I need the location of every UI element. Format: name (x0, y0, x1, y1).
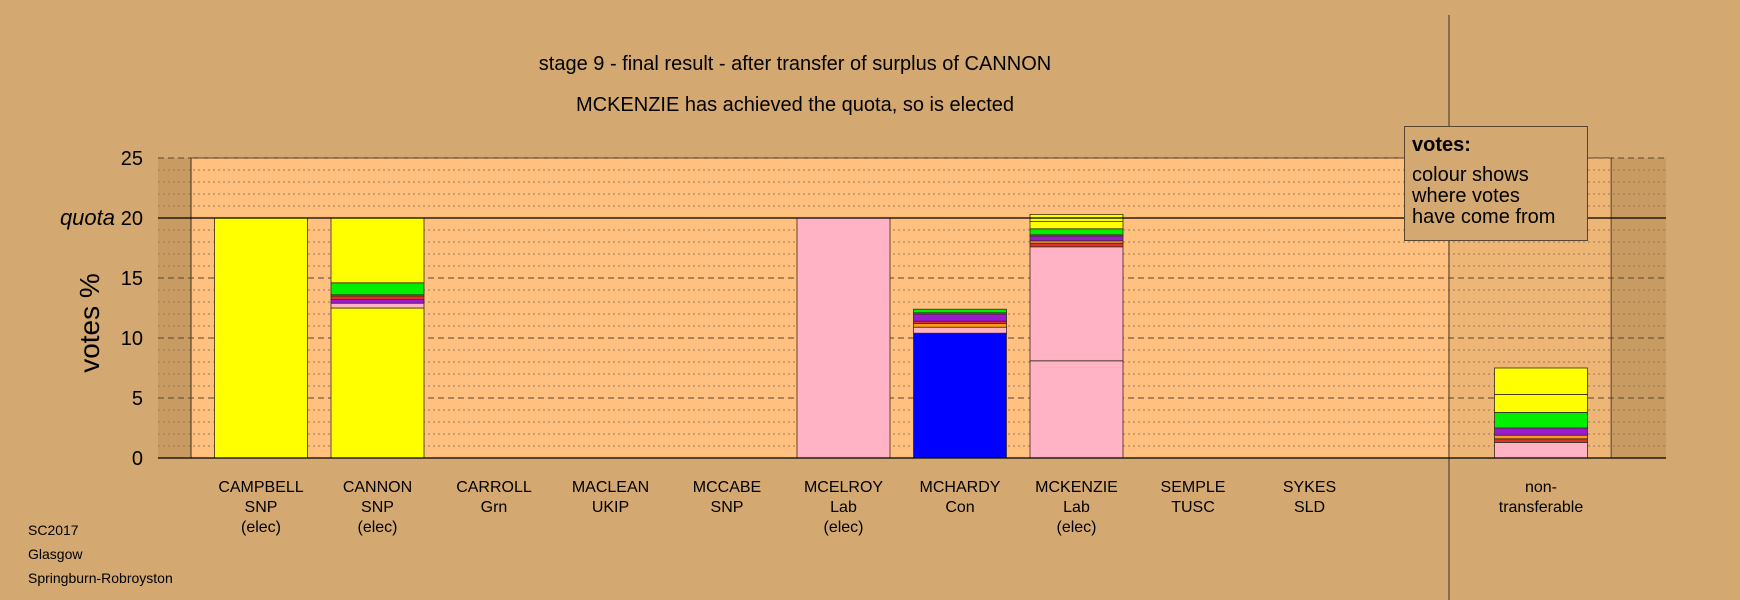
candidate-status: (elec) (823, 519, 864, 536)
candidate-name: MCCABE (692, 479, 762, 496)
plot-panel (190, 157, 1612, 459)
candidate-label: MACLEAN UKIP (551, 478, 671, 518)
bar-segment (330, 302, 425, 309)
candidate-label: MCELROY Lab (elec) (784, 478, 904, 538)
candidate-name: SEMPLE (1160, 479, 1226, 496)
candidate-bar (1029, 213, 1124, 459)
footer-ward: Springburn-Robroyston (28, 570, 173, 586)
candidate-label: CAMPBELL SNP (elec) (201, 478, 321, 538)
candidate-name: CANNON (342, 479, 413, 496)
candidate-name: CAMPBELL (218, 479, 304, 496)
candidate-party: Lab (1063, 499, 1090, 516)
candidate-party: Grn (480, 499, 508, 516)
quota-label: quota (60, 205, 115, 230)
candidate-bar (214, 217, 308, 459)
nontransferable-label: non-transferable (1481, 478, 1601, 518)
candidate-name: SYKES (1282, 479, 1337, 496)
candidate-label: MCKENZIE Lab (elec) (1017, 478, 1137, 538)
bar-segment (1029, 235, 1124, 242)
bar-segment (1494, 411, 1588, 429)
bar-segment (1494, 427, 1588, 436)
candidate-name: MCKENZIE (1035, 479, 1118, 496)
candidate-party: Con (945, 499, 975, 516)
bar-segment (1029, 242, 1124, 248)
bar-segment (913, 323, 1007, 328)
footer-council: Glasgow (28, 546, 83, 562)
candidate-party: SNP (710, 499, 744, 516)
bar-segment (796, 217, 891, 459)
y-tick-label: 15 (121, 268, 143, 290)
legend-line: where votes (1412, 185, 1520, 207)
bar-segment (1029, 246, 1124, 362)
y-axis-label: votes % (74, 273, 105, 373)
bar-segment (1494, 438, 1588, 443)
bar-segment (330, 217, 425, 284)
nontransferable-label-line: non- (1524, 479, 1558, 496)
candidate-name: MCELROY (803, 479, 884, 496)
candidate-status: (elec) (240, 519, 281, 536)
plot-side-left (158, 158, 191, 458)
bar-segment (330, 299, 425, 304)
candidate-bar (330, 217, 425, 459)
y-tick-label: 0 (132, 448, 143, 470)
y-tick-label: 10 (121, 328, 143, 350)
bar-segment (330, 295, 425, 300)
candidate-party: TUSC (1171, 499, 1215, 516)
legend-title: votes: (1412, 134, 1471, 156)
bar-segment (1029, 221, 1124, 230)
y-tick-label: 25 (121, 148, 143, 170)
bar-segment (330, 282, 425, 296)
y-tick-label: 20 (121, 208, 143, 230)
bar-segment (1494, 367, 1588, 395)
candidate-name: MACLEAN (571, 479, 650, 496)
candidate-name: CARROLL (456, 479, 532, 496)
candidate-party: SNP (244, 499, 278, 516)
bar-segment (330, 307, 425, 459)
y-tick-label: 5 (132, 388, 143, 410)
axes: 0 5 10 15 20 25 quota votes % (60, 15, 1666, 600)
candidate-party: UKIP (591, 499, 630, 516)
bar-segment (1029, 360, 1124, 459)
chart-title: stage 9 - final result - after transfer … (538, 53, 1052, 75)
candidate-name: MCHARDY (919, 479, 1001, 496)
candidate-party: SNP (361, 499, 394, 516)
candidate-status: (elec) (357, 519, 398, 536)
candidate-label: CARROLL Grn (434, 478, 554, 518)
bar-segment (913, 308, 1007, 314)
nontransferable-label-line: transferable (1498, 499, 1584, 516)
candidate-label: MCHARDY Con (900, 478, 1020, 518)
candidate-label: CANNON SNP (elec) (318, 478, 438, 538)
candidate-label: SYKES SLD (1250, 478, 1370, 518)
candidate-label: MCCABE SNP (667, 478, 787, 518)
bar-segment (913, 332, 1007, 459)
chart-subtitle: MCKENZIE has achieved the quota, so is e… (575, 94, 1014, 116)
candidate-party: SLD (1293, 499, 1326, 516)
bar-segment (913, 326, 1007, 334)
legend-line: colour shows (1412, 164, 1529, 186)
footer-election: SC2017 (28, 522, 79, 538)
bar-segment (1029, 228, 1124, 236)
bar-segment (1494, 393, 1588, 413)
bar-segment (214, 217, 308, 459)
bars (214, 213, 1588, 459)
legend-line: have come from (1412, 206, 1556, 228)
nontransferable-bar (1494, 367, 1588, 459)
candidate-status: (elec) (1056, 519, 1097, 536)
plot-side-right (1611, 158, 1666, 458)
candidate-bar (796, 217, 891, 459)
legend: votes: colour shows where votes have com… (1404, 126, 1588, 241)
bar-segment (913, 313, 1007, 322)
bar-segment (1494, 441, 1588, 459)
candidate-party: Lab (830, 499, 857, 516)
bar-segment (1494, 434, 1588, 440)
candidate-bar (913, 308, 1007, 459)
candidate-label: SEMPLE TUSC (1133, 478, 1253, 518)
